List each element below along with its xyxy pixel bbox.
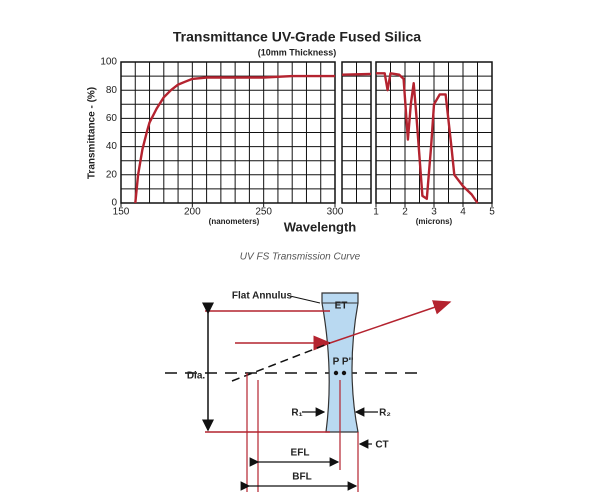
caption: UV FS Transmission Curve [240,252,361,263]
diagram-label: Flat Annulus [232,291,293,302]
series-line [134,74,335,204]
y-tick-label: 80 [106,85,118,96]
diagram-label: Dia. [187,371,206,382]
diagram-label: ET [335,301,348,312]
y-tick-label: 100 [100,57,117,68]
lens-diagram: Flat Annulus ET P P'' Dia. R₁ R₂ CT EFL … [165,291,452,492]
y-tick-label: 0 [111,198,117,209]
chart-title: Transmittance UV-Grade Fused Silica [173,29,421,45]
diagram-label: P P'' [333,357,354,368]
x-tick-label: 1 [373,207,379,218]
x-unit-label: (microns) [416,217,453,226]
y-tick-label: 20 [106,169,118,180]
diagram-label: R₂ [379,408,391,419]
diagram-label: CT [375,440,388,451]
y-axis-label: Transmittance - (%) [87,87,98,179]
x-tick-label: 200 [184,207,201,218]
diagram-label: BFL [292,472,311,483]
plot-frame [120,61,336,204]
x-tick-label: 250 [255,207,272,218]
series-line [376,72,479,204]
x-unit-label: (nanometers) [209,217,260,226]
plot-frame [341,61,372,204]
series-line [341,72,372,76]
y-tick-label: 40 [106,141,118,152]
x-tick-label: 3 [431,207,437,218]
diagram-label: EFL [291,448,310,459]
x-tick-label: 300 [327,207,344,218]
leader-line [289,295,321,304]
y-tick-label: 60 [106,113,118,124]
x-tick-label: 4 [460,207,466,218]
x-tick-label: 150 [113,207,130,218]
chart: Transmittance UV-Grade Fused Silica (10m… [87,29,496,235]
ray [329,300,452,344]
principal-point [341,370,347,376]
diagram-label: R₁ [291,408,302,419]
x-tick-label: 2 [402,207,408,218]
principal-point [333,370,339,376]
virtual-ray [231,342,331,382]
x-tick-label: 5 [489,207,495,218]
chart-subtitle: (10mm Thickness) [258,47,337,57]
x-axis-label: Wavelength [284,219,357,234]
